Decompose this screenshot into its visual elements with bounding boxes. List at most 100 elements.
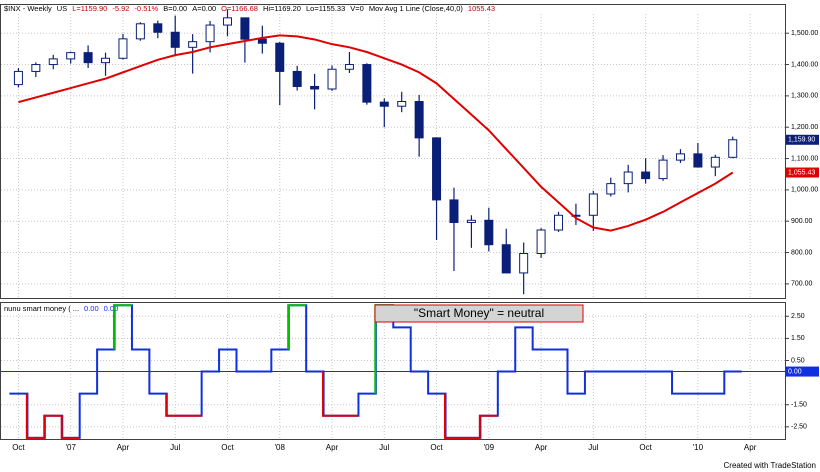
candle-body [327,68,337,90]
candle-body [275,42,285,72]
candle-body [606,183,616,195]
candle-body [362,64,372,103]
last-value-label: 1,055.43 [788,169,815,176]
candle-body [188,41,198,48]
candle-body [710,156,720,168]
candle-body [379,101,389,107]
candle-body [623,171,633,185]
indicator-extreme [25,393,45,439]
last-value-box [786,366,819,377]
x-tick-label: Jul [588,443,598,452]
header-text: A=0.00 [192,4,216,13]
x-tick-label: Apr [535,443,548,452]
x-tick-label: Oct [12,443,25,452]
header-text: B=0.00 [163,4,187,13]
header-text: nunu smart money ( ... [4,304,79,313]
x-tick-label: '07 [65,443,76,452]
header-text: Lo=1155.33 [306,4,345,13]
header-text: Hi=1169.20 [263,4,301,13]
candle-body [205,24,215,43]
candle-body [257,38,267,44]
header-text: 1055.43 [468,4,495,13]
y-tick-label: 1,400.00 [791,61,818,68]
candle-body [118,38,128,59]
x-tick-label: '10 [693,443,704,452]
candle-body [501,244,511,274]
candle-body [449,199,459,223]
candle-body [240,17,250,40]
candle-body [292,70,302,87]
y-tick-label: 900.00 [791,218,813,225]
header-text: 0.00 [104,304,119,313]
candle-body [484,219,494,246]
candle-body [13,70,23,86]
indicator-extreme [112,304,132,350]
y-tick-label: 1,100.00 [791,155,818,162]
y-tick-label: 1,500.00 [791,30,818,37]
candle-body [66,52,76,60]
x-tick-label: Apr [326,443,339,452]
candle-body [222,17,232,26]
candle-body [344,64,354,70]
y-tick-label: 1,000.00 [791,187,818,194]
candle-body [83,52,93,64]
header-text: -0.51% [134,4,158,13]
y-tick-label: 1,200.00 [791,124,818,131]
moving-average-line [18,34,734,232]
candle-body [170,31,180,48]
x-tick-label: '09 [484,443,495,452]
y-tick-label: 800.00 [791,249,813,256]
annotation-box [374,304,584,323]
y-tick-label: -1.50 [791,402,807,409]
price-panel [0,4,786,299]
y-tick-label: 2.50 [791,313,805,320]
header-text: Mov Avg 1 Line (Close,40,0) [369,4,464,13]
y-tick-label: 700.00 [791,281,813,288]
header-text: $INX - Weekly [4,4,52,13]
header-text: L=1159.90 [72,4,107,13]
candle-body [135,23,145,40]
x-tick-label: Oct [221,443,234,452]
candle-body [31,64,41,72]
header-text: -5.92 [112,4,129,13]
header-text: O=1166.68 [221,4,258,13]
candle-body [397,101,407,107]
x-tick-label: Jul [170,443,180,452]
candle-body [588,193,598,216]
x-tick-label: '08 [275,443,286,452]
indicator-extreme [443,393,463,439]
indicator-extreme [165,393,185,417]
x-tick-label: Oct [639,443,652,452]
x-tick-label: Apr [744,443,757,452]
last-value-box [786,134,819,145]
candle-body [554,214,564,231]
x-tick-label: Jul [379,443,389,452]
x-tick-label: Oct [430,443,443,452]
y-tick-label: 1.50 [791,335,805,342]
candle-body [48,58,58,66]
header-text: US [57,4,67,13]
candle-body [101,57,111,64]
indicator-extreme [43,414,63,438]
header-text: V=0 [350,4,364,13]
indicator-extreme [287,304,307,350]
candle-body [432,137,442,201]
candle-body [728,139,738,158]
candle-body [466,219,476,223]
candle-body [658,159,668,180]
last-value-box [786,167,819,178]
candle-body [310,85,320,90]
annotation: "Smart Money" = neutral [414,306,544,320]
candle-body [536,229,546,255]
indicator-extreme [322,371,342,417]
header-text: 0.00 [84,304,99,313]
last-value-label: 0.00 [788,368,802,375]
candle-body [675,153,685,161]
footer: Created with TradeStation [724,461,817,470]
indicator-extreme [478,414,498,438]
y-tick-label: 0.50 [791,357,805,364]
indicator-extreme [60,415,80,439]
last-value-label: 1,159.90 [788,137,815,144]
candle-body [153,23,163,33]
